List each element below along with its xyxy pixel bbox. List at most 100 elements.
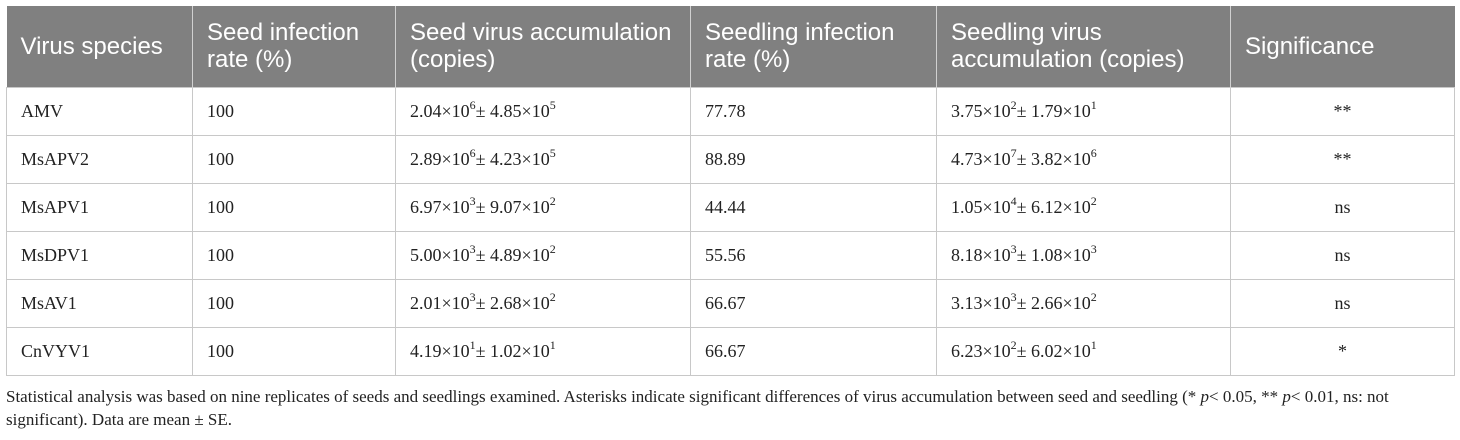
header-seedling-virus-accumulation: Seedling virus accumulation (copies) — [936, 6, 1231, 87]
se-coefficient: 1.79 — [1031, 100, 1063, 121]
times-ten: ×10 — [1062, 148, 1091, 169]
cell-seedling-infection-rate: 66.67 — [690, 326, 937, 376]
times-ten: ×10 — [1062, 244, 1091, 265]
plus-minus: ± — [1016, 244, 1032, 265]
mean-exponent: 4 — [1010, 193, 1017, 208]
mean-exponent: 3 — [469, 193, 476, 208]
times-ten: ×10 — [441, 100, 470, 121]
cell-seedling-virus-accumulation: 4.73×107± 3.82×106 — [936, 134, 1231, 184]
times-ten: ×10 — [521, 100, 550, 121]
cell-seed-virus-accumulation: 5.00×103± 4.89×102 — [395, 230, 691, 280]
cell-significance: ns — [1230, 278, 1455, 328]
header-virus-species: Virus species — [6, 6, 193, 87]
cell-seed-virus-accumulation: 2.01×103± 2.68×102 — [395, 278, 691, 328]
cell-seed-infection-rate: 100 — [192, 134, 396, 184]
mean-exponent: 6 — [469, 97, 476, 112]
times-ten: ×10 — [1062, 196, 1091, 217]
cell-significance: * — [1230, 326, 1455, 376]
table-row: MsAV1 100 2.01×103± 2.68×102 66.67 3.13×103±… — [6, 278, 1455, 328]
cell-seed-infection-rate: 100 — [192, 278, 396, 328]
cell-seedling-infection-rate: 55.56 — [690, 230, 937, 280]
mean-exponent: 3 — [1010, 289, 1017, 304]
se-exponent: 5 — [549, 97, 556, 112]
mean-coefficient: 3.75 — [951, 100, 983, 121]
se-exponent: 2 — [549, 193, 556, 208]
se-coefficient: 2.66 — [1031, 292, 1063, 313]
table-footnote: Statistical analysis was based on nine r… — [6, 385, 1454, 431]
cell-seed-infection-rate: 100 — [192, 326, 396, 376]
virus-accumulation-table: Virus species Seed infection rate (%) Se… — [6, 6, 1455, 376]
footnote-p-symbol-2: p — [1282, 387, 1291, 406]
plus-minus: ± — [1016, 340, 1032, 361]
plus-minus: ± — [475, 100, 491, 121]
cell-seed-virus-accumulation: 4.19×101± 1.02×101 — [395, 326, 691, 376]
cell-significance: ** — [1230, 134, 1455, 184]
cell-seed-virus-accumulation: 2.89×106± 4.23×105 — [395, 134, 691, 184]
times-ten: ×10 — [982, 292, 1011, 313]
cell-virus-species: MsAPV1 — [6, 182, 193, 232]
header-row: Virus species Seed infection rate (%) Se… — [6, 6, 1455, 87]
se-coefficient: 4.23 — [490, 148, 522, 169]
cell-seed-infection-rate: 100 — [192, 86, 396, 136]
times-ten: ×10 — [521, 340, 550, 361]
cell-seed-virus-accumulation: 6.97×103± 9.07×102 — [395, 182, 691, 232]
plus-minus: ± — [475, 244, 491, 265]
times-ten: ×10 — [441, 340, 470, 361]
mean-coefficient: 4.73 — [951, 148, 983, 169]
cell-seed-infection-rate: 100 — [192, 182, 396, 232]
table-row: MsDPV1 100 5.00×103± 4.89×102 55.56 8.18×103… — [6, 230, 1455, 280]
cell-virus-species: CnVYV1 — [6, 326, 193, 376]
mean-coefficient: 8.18 — [951, 244, 983, 265]
se-exponent: 3 — [1090, 241, 1097, 256]
cell-seedling-infection-rate: 44.44 — [690, 182, 937, 232]
se-exponent: 2 — [549, 289, 556, 304]
times-ten: ×10 — [1062, 100, 1091, 121]
times-ten: ×10 — [982, 340, 1011, 361]
se-coefficient: 4.85 — [490, 100, 522, 121]
cell-seedling-virus-accumulation: 3.13×103± 2.66×102 — [936, 278, 1231, 328]
mean-coefficient: 4.19 — [410, 340, 442, 361]
times-ten: ×10 — [521, 244, 550, 265]
footnote-p-symbol-1: p — [1200, 387, 1210, 406]
times-ten: ×10 — [441, 196, 470, 217]
plus-minus: ± — [475, 148, 491, 169]
mean-exponent: 3 — [469, 241, 476, 256]
times-ten: ×10 — [982, 100, 1011, 121]
cell-significance: ** — [1230, 86, 1455, 136]
plus-minus: ± — [1016, 196, 1032, 217]
times-ten: ×10 — [1062, 292, 1091, 313]
cell-virus-species: MsDPV1 — [6, 230, 193, 280]
mean-exponent: 6 — [469, 145, 476, 160]
se-exponent: 6 — [1090, 145, 1097, 160]
times-ten: ×10 — [521, 148, 550, 169]
se-coefficient: 3.82 — [1031, 148, 1063, 169]
cell-seedling-virus-accumulation: 6.23×102± 6.02×101 — [936, 326, 1231, 376]
se-exponent: 2 — [1090, 193, 1097, 208]
cell-seed-virus-accumulation: 2.04×106± 4.85×105 — [395, 86, 691, 136]
cell-seedling-infection-rate: 88.89 — [690, 134, 937, 184]
mean-coefficient: 6.97 — [410, 196, 442, 217]
footnote-text-2: < 0.05, ** — [1209, 387, 1283, 406]
mean-exponent: 1 — [469, 337, 476, 352]
table-row: MsAPV2 100 2.89×106± 4.23×105 88.89 4.73×107… — [6, 134, 1455, 184]
cell-virus-species: AMV — [6, 86, 193, 136]
se-coefficient: 1.08 — [1031, 244, 1063, 265]
se-coefficient: 9.07 — [490, 196, 522, 217]
times-ten: ×10 — [1062, 340, 1091, 361]
table-body: AMV 100 2.04×106± 4.85×105 77.78 3.75×102± 1… — [6, 86, 1455, 376]
se-exponent: 1 — [1090, 97, 1097, 112]
cell-seedling-infection-rate: 77.78 — [690, 86, 937, 136]
plus-minus: ± — [1016, 292, 1032, 313]
se-exponent: 2 — [549, 241, 556, 256]
table-row: AMV 100 2.04×106± 4.85×105 77.78 3.75×102± 1… — [6, 86, 1455, 136]
se-coefficient: 4.89 — [490, 244, 522, 265]
se-coefficient: 1.02 — [490, 340, 522, 361]
cell-seedling-infection-rate: 66.67 — [690, 278, 937, 328]
mean-exponent: 2 — [1010, 337, 1017, 352]
cell-seed-infection-rate: 100 — [192, 230, 396, 280]
header-seed-infection-rate: Seed infection rate (%) — [192, 6, 396, 87]
plus-minus: ± — [1016, 100, 1032, 121]
mean-exponent: 7 — [1010, 145, 1017, 160]
se-coefficient: 2.68 — [490, 292, 522, 313]
cell-seedling-virus-accumulation: 3.75×102± 1.79×101 — [936, 86, 1231, 136]
